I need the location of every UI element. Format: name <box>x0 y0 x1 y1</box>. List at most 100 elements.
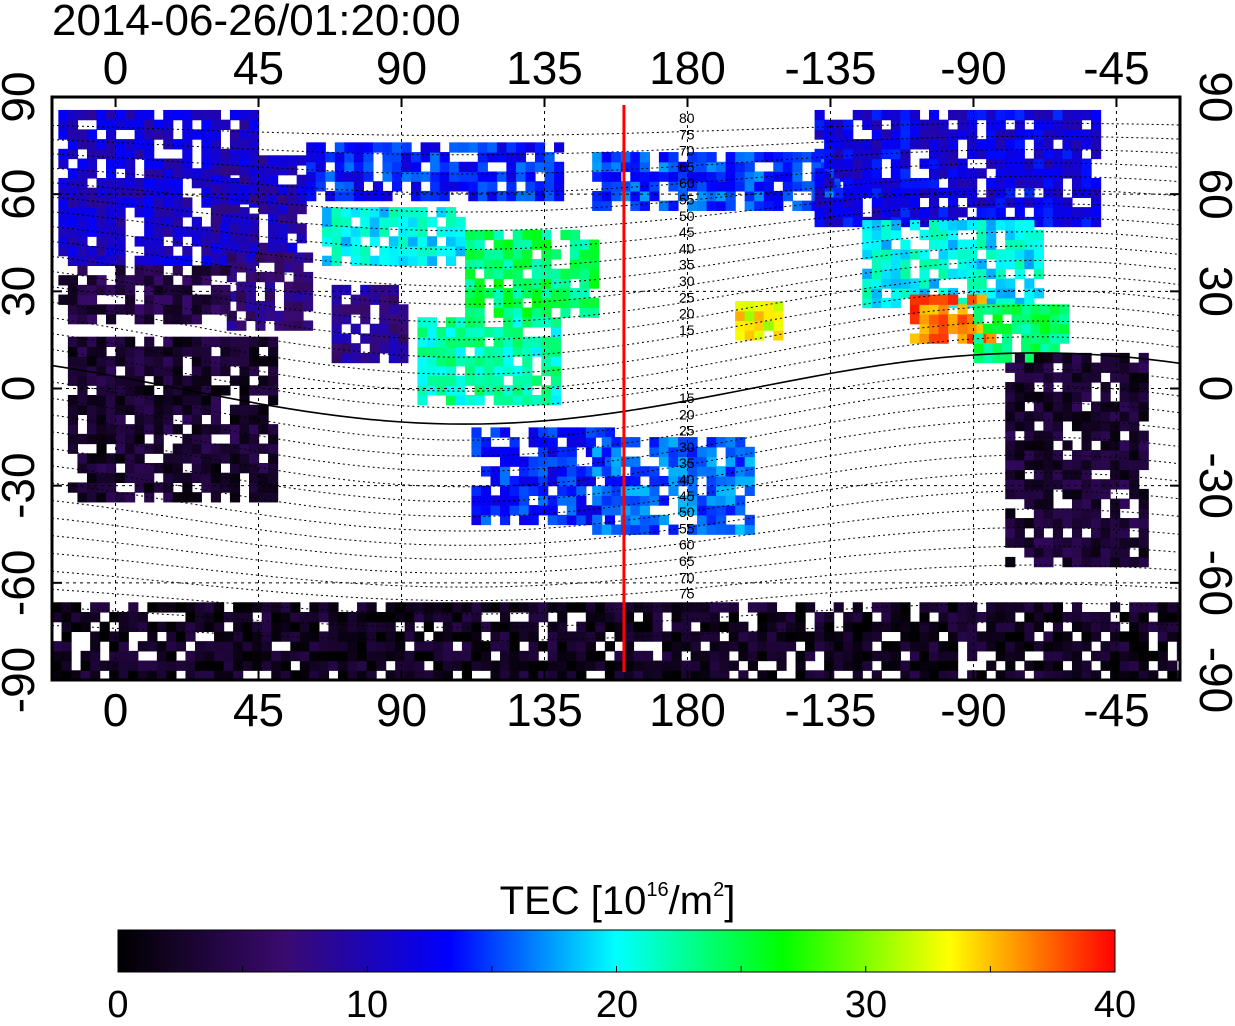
tec-cell <box>388 304 399 315</box>
tec-cell <box>766 650 778 662</box>
tec-cell <box>690 641 701 652</box>
tec-cell <box>290 650 301 662</box>
tec-cell <box>909 333 921 344</box>
tec-cell <box>125 365 136 377</box>
tec-cell <box>67 314 79 325</box>
tec-cell <box>1091 547 1102 558</box>
tec-cell <box>128 611 139 623</box>
tec-cell <box>461 621 473 633</box>
tec-cell <box>995 641 1006 652</box>
tec-cell <box>360 216 371 228</box>
tec-cell <box>948 207 959 218</box>
tec-cell <box>337 650 349 662</box>
tec-cell <box>172 265 183 276</box>
tec-cell <box>306 161 317 173</box>
tec-cell <box>423 611 434 623</box>
contour-line <box>52 336 1180 409</box>
tec-cell <box>426 346 438 357</box>
tec-cell <box>1129 602 1140 613</box>
tec-cell <box>474 229 485 241</box>
tec-cell <box>283 252 295 263</box>
tec-cell <box>1033 621 1044 633</box>
tec-cell <box>106 168 117 179</box>
tec-cell <box>261 641 272 652</box>
tec-cell <box>928 229 940 241</box>
tec-cell <box>592 466 603 477</box>
tec-cell <box>77 284 88 296</box>
tec-cell <box>630 152 641 163</box>
tec-cell <box>341 245 352 257</box>
tec-cell <box>331 314 342 325</box>
tec-cell <box>1062 556 1073 568</box>
tec-cell <box>147 670 158 680</box>
tec-cell <box>96 177 107 189</box>
tec-cell <box>77 139 88 150</box>
tec-cell <box>697 190 708 202</box>
tec-cell <box>852 621 863 633</box>
x-tick-label-top: 180 <box>649 42 726 94</box>
tec-cell <box>792 152 803 163</box>
tec-cell <box>52 660 63 671</box>
contour-label-south: 25 <box>679 423 695 439</box>
tec-cell <box>716 485 727 496</box>
tec-cell <box>1014 148 1025 160</box>
tec-cell <box>782 190 793 202</box>
tec-cell <box>201 245 212 257</box>
tec-cell <box>957 249 968 260</box>
tec-cell <box>630 171 641 182</box>
tec-cell <box>163 294 174 305</box>
tec-cell <box>871 207 882 218</box>
tec-cell <box>417 207 428 218</box>
tec-cell <box>547 602 558 613</box>
tec-cell <box>668 446 679 458</box>
tec-cell <box>569 288 581 299</box>
tec-cell <box>239 165 250 176</box>
tec-cell <box>639 466 650 477</box>
tec-cell <box>86 453 98 464</box>
tec-cell <box>125 443 136 454</box>
tec-cell <box>503 249 514 260</box>
tec-cell <box>1002 343 1013 354</box>
tec-cell <box>201 197 212 208</box>
tec-cell <box>379 294 390 305</box>
contour-line <box>52 149 1180 175</box>
tec-cell <box>620 514 631 526</box>
tec-cell <box>163 453 174 464</box>
tec-cell <box>522 229 533 241</box>
tec-cell <box>550 317 561 328</box>
tec-cell <box>299 650 310 662</box>
tec-cell <box>995 258 1006 270</box>
tec-cell <box>458 181 469 192</box>
tec-cell <box>766 641 778 652</box>
tec-cell <box>1005 459 1016 471</box>
tec-cell <box>239 424 250 435</box>
tec-cell <box>862 660 873 671</box>
tec-cell <box>500 456 511 467</box>
tec-cell <box>509 641 520 652</box>
tec-cell <box>754 320 765 331</box>
tec-cell <box>512 307 523 318</box>
tec-cell <box>862 229 873 241</box>
tec-cell <box>957 297 968 309</box>
tec-cell <box>677 171 689 182</box>
tec-cell <box>153 255 164 267</box>
tec-cell <box>77 226 88 237</box>
tec-cell <box>366 631 377 642</box>
tec-cell <box>315 171 326 182</box>
tec-cell <box>890 641 901 652</box>
tec-cell <box>957 611 968 623</box>
tec-cell <box>249 404 260 416</box>
tec-cell <box>938 239 949 250</box>
tec-cell <box>471 514 482 526</box>
tec-cell <box>283 291 295 302</box>
tec-cell <box>1033 391 1044 403</box>
tec-cell <box>125 356 136 367</box>
tec-cell <box>503 326 514 338</box>
tec-cell <box>242 621 253 633</box>
tec-cell <box>1062 207 1073 218</box>
tec-cell <box>725 200 736 211</box>
tec-cell <box>477 190 488 202</box>
tec-cell <box>236 262 247 273</box>
tec-region <box>322 207 466 267</box>
tec-cell <box>353 142 364 153</box>
